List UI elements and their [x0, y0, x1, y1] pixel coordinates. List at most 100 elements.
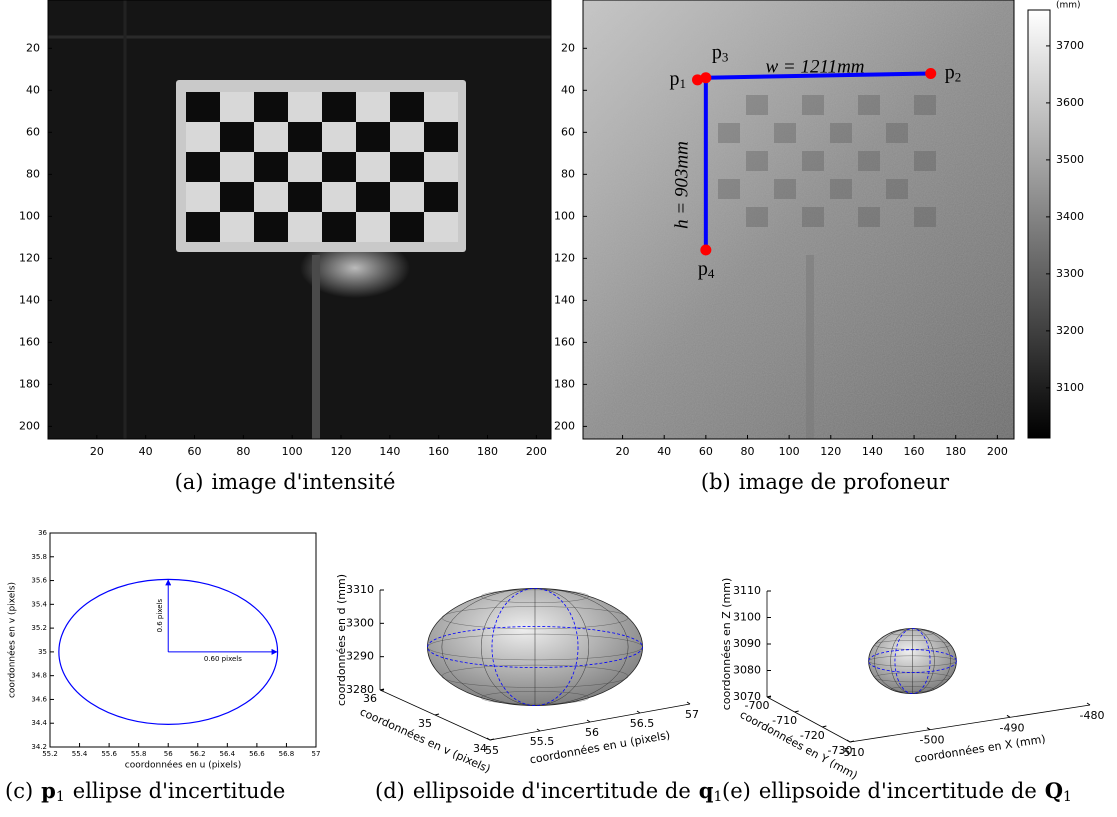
- checker-square: [220, 212, 254, 242]
- checker-square: [220, 122, 254, 152]
- point-label: p1: [670, 67, 687, 90]
- checker-square: [390, 212, 424, 242]
- caption: (a) image d'intensité: [175, 470, 396, 494]
- y-axis-label: coordonnées en v (pixels): [358, 705, 493, 776]
- point-label: p4: [698, 258, 715, 281]
- x-tick-label: 60: [188, 445, 202, 458]
- corner-point: [925, 68, 937, 80]
- point-index: 2: [955, 70, 962, 85]
- x-tick-label: 56.2: [190, 750, 206, 758]
- y-tick-label: 80: [26, 167, 40, 180]
- checker-square: [356, 122, 390, 152]
- x-tick-label: 55.6: [101, 750, 117, 758]
- checker-square: [390, 152, 424, 182]
- corner-point: [700, 244, 712, 256]
- caption: (b) image de profoneur: [701, 470, 950, 494]
- y-tick: [489, 738, 495, 741]
- checker-square: [254, 122, 288, 152]
- x-tick-label: 55.5: [530, 735, 555, 748]
- checker-square: [220, 152, 254, 182]
- checker-square: [254, 182, 288, 212]
- x-tick-label: 140: [379, 445, 400, 458]
- checker-square: [254, 212, 288, 242]
- x-tick: [536, 728, 541, 732]
- caption-symbol: p: [41, 778, 56, 803]
- checker-square: [356, 152, 390, 182]
- point-label: p3: [712, 41, 729, 64]
- checker-trace: [802, 95, 824, 115]
- y-tick-label: 35.4: [31, 600, 47, 608]
- radius-label: 0.6 pixels: [156, 598, 164, 632]
- checker-trace: [858, 95, 880, 115]
- x-tick-label: 160: [428, 445, 449, 458]
- checker-square: [424, 92, 458, 122]
- image-noise: [583, 0, 1014, 439]
- x-tick-label: -480: [1080, 709, 1105, 722]
- checker-trace: [914, 151, 936, 171]
- point-name: p: [698, 258, 708, 280]
- checker-square: [288, 212, 322, 242]
- x-tick-label: 56: [164, 750, 173, 758]
- mesh-line: [480, 589, 590, 603]
- checker-trace: [914, 95, 936, 115]
- point-name: p: [670, 67, 680, 89]
- checker-trace: [886, 179, 908, 199]
- axes-frame: [49, 532, 317, 748]
- checker-square: [288, 92, 322, 122]
- y-tick-label: -730: [828, 744, 853, 757]
- y-tick-label: 35: [38, 648, 47, 656]
- x-tick-label: 160: [904, 445, 925, 458]
- y-axis-label: coordonnées en v (pixels): [7, 582, 18, 698]
- checker-square: [424, 212, 458, 242]
- x-tick-label: 180: [945, 445, 966, 458]
- corner-point: [692, 74, 704, 86]
- colorbar-tick-label: 3400: [1056, 210, 1084, 223]
- y-tick-label: 40: [26, 83, 40, 96]
- y-tick-label: 34.6: [31, 695, 47, 703]
- mesh-line: [480, 691, 590, 705]
- caption: (e) ellipsoide d'incertitude de Q1: [722, 778, 1072, 806]
- checker-square: [322, 122, 356, 152]
- x-tick: [686, 701, 691, 705]
- x-tick-label: 56.8: [279, 750, 295, 758]
- caption: (c) p1 ellipse d'incertitude: [5, 778, 285, 806]
- checker-square: [186, 152, 220, 182]
- x-tick-label: 180: [477, 445, 498, 458]
- y-tick-label: 60: [561, 125, 575, 138]
- y-tick-label: 200: [19, 419, 40, 432]
- y-tick-label: 40: [561, 83, 575, 96]
- x-tick-label: 40: [139, 445, 153, 458]
- checker-trace: [718, 123, 740, 143]
- x-tick-label: 56.6: [249, 750, 265, 758]
- checker-trace: [914, 207, 936, 227]
- y-tick-label: 34.8: [31, 672, 47, 680]
- x-tick-label: 56: [585, 726, 599, 739]
- x-tick: [1006, 714, 1011, 718]
- mesh-line: [890, 686, 935, 693]
- x-tick-label: 55.8: [131, 750, 147, 758]
- y-tick-label: 20: [26, 41, 40, 54]
- x-tick-label: 120: [820, 445, 841, 458]
- x-tick-label: 100: [779, 445, 800, 458]
- checker-square: [254, 152, 288, 182]
- checker-trace: [830, 123, 852, 143]
- checker-square: [288, 182, 322, 212]
- y-tick: [794, 710, 799, 713]
- light-glow: [300, 238, 410, 298]
- checker-trace: [746, 151, 768, 171]
- checker-square: [186, 212, 220, 242]
- x-tick-label: 56.4: [220, 750, 236, 758]
- x-tick-label: -510: [840, 746, 865, 759]
- x-tick-label: 60: [699, 445, 713, 458]
- x-tick-label: 55: [485, 744, 499, 757]
- x-tick-label: -500: [920, 734, 945, 747]
- y-tick-label: 35.8: [31, 553, 47, 561]
- checker-square: [424, 122, 458, 152]
- caption-symbol: Q: [1045, 778, 1063, 803]
- y-tick-label: 35.6: [31, 577, 47, 585]
- point-index: 1: [680, 76, 687, 91]
- checker-trace: [718, 179, 740, 199]
- colorbar: [1027, 9, 1051, 439]
- colorbar-tick-label: 3500: [1056, 153, 1084, 166]
